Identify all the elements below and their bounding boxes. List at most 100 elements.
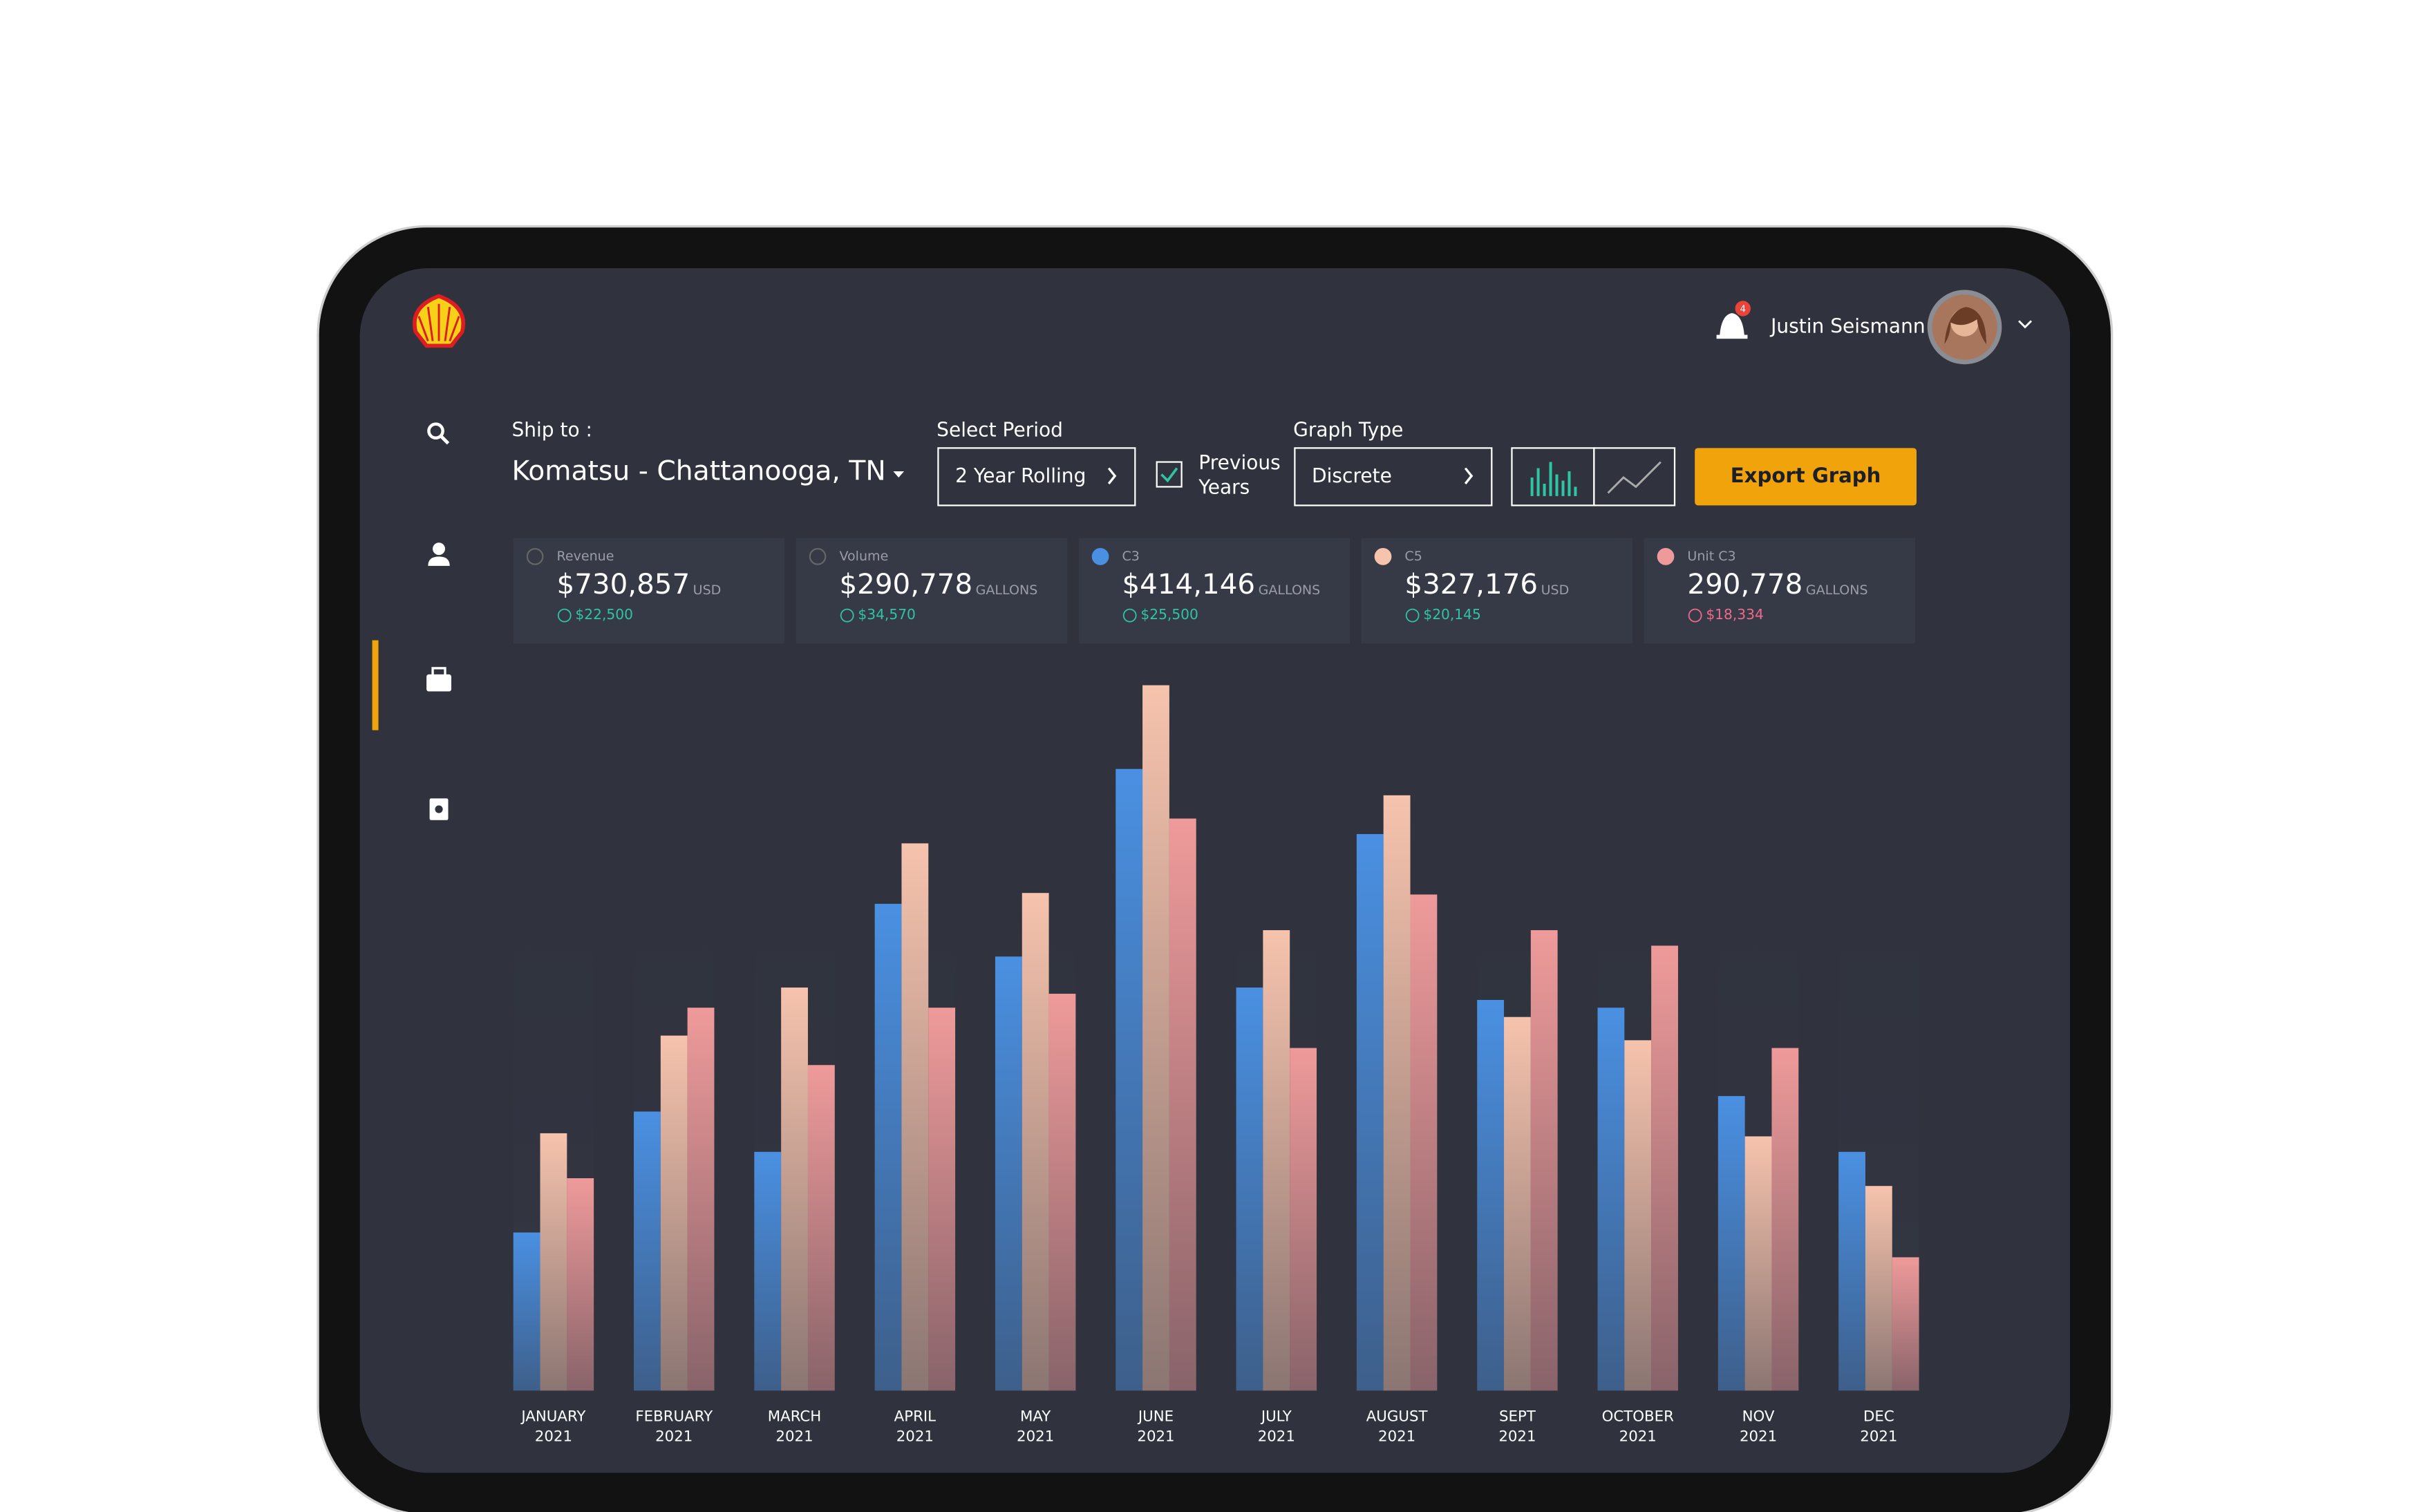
- bar: [540, 1133, 567, 1391]
- bar: [1356, 833, 1384, 1391]
- x-tick-year: 2021: [1137, 1428, 1174, 1446]
- bar: [1142, 685, 1169, 1391]
- x-tick-year: 2021: [1498, 1428, 1536, 1446]
- graph-type-value: Discrete: [1312, 464, 1392, 487]
- card-unit: GALLONS: [1259, 583, 1321, 598]
- bar: [754, 1151, 782, 1391]
- bar: [1717, 1096, 1745, 1391]
- bar: [1892, 1257, 1919, 1391]
- x-tick-label: MARCH: [768, 1408, 822, 1425]
- bar: [1771, 1048, 1799, 1391]
- kpi-card[interactable]: [1361, 538, 1633, 644]
- card-change: $34,570: [858, 606, 915, 623]
- line-view-toggle[interactable]: [1593, 447, 1676, 507]
- user-icon[interactable]: [428, 542, 450, 566]
- card-dot: [1657, 548, 1675, 565]
- period-select[interactable]: 2 Year Rolling: [937, 447, 1136, 507]
- kpi-card[interactable]: [796, 538, 1068, 644]
- card-label: C5: [1404, 549, 1422, 564]
- graph-type-select[interactable]: Discrete: [1294, 447, 1493, 507]
- avatar[interactable]: [1927, 290, 2033, 365]
- x-tick-year: 2021: [1017, 1428, 1054, 1446]
- bar: [874, 903, 902, 1391]
- previous-years-checkbox[interactable]: Previous Years: [1156, 451, 1281, 499]
- x-tick-year: 2021: [1258, 1428, 1295, 1446]
- card-unit: GALLONS: [1806, 583, 1868, 598]
- kpi-card[interactable]: [513, 538, 785, 644]
- card-unit: USD: [1541, 583, 1570, 598]
- bar: [1116, 768, 1143, 1391]
- export-button[interactable]: Export Graph: [1695, 448, 1917, 506]
- graph-type-label: Graph Type: [1293, 419, 1403, 442]
- bar: [1477, 1000, 1505, 1391]
- x-tick-label: DEC: [1863, 1408, 1894, 1425]
- card-change: $25,500: [1140, 606, 1198, 623]
- sidebar: [372, 422, 451, 820]
- x-tick-year: 2021: [896, 1428, 934, 1446]
- x-tick-year: 2021: [655, 1428, 693, 1446]
- notification-bell[interactable]: 4: [1716, 301, 1751, 339]
- x-tick-label: FEBRUARY: [635, 1408, 713, 1425]
- x-tick-year: 2021: [1740, 1428, 1777, 1446]
- bar: [1383, 795, 1411, 1391]
- x-tick-label: JUNE: [1137, 1408, 1174, 1425]
- card-value: 290,778: [1687, 568, 1803, 601]
- card-unit: USD: [693, 583, 722, 598]
- bar: [807, 1065, 835, 1391]
- bar: [1410, 894, 1438, 1391]
- card-dot: [1374, 548, 1392, 565]
- bar: [901, 843, 929, 1391]
- bar: [995, 956, 1022, 1391]
- bar: [928, 1008, 956, 1391]
- card-value: $327,176: [1404, 568, 1538, 601]
- kpi-card[interactable]: [1078, 538, 1350, 644]
- card-dot: [526, 548, 544, 565]
- x-tick-year: 2021: [1860, 1428, 1897, 1446]
- search-icon[interactable]: [427, 422, 450, 445]
- card-change: $20,145: [1423, 606, 1480, 623]
- bar: [1530, 930, 1558, 1391]
- kpi-card[interactable]: [1644, 538, 1916, 644]
- logo: [413, 294, 465, 348]
- trend-icon: [1688, 608, 1702, 623]
- trend-icon: [1405, 608, 1420, 623]
- card-value: $290,778: [839, 568, 972, 601]
- bar: [1744, 1136, 1772, 1391]
- card-label: Volume: [839, 549, 888, 564]
- ship-to-value[interactable]: Komatsu - Chattanooga, TN: [511, 456, 885, 487]
- bar: [567, 1178, 594, 1391]
- x-tick-label: APRIL: [894, 1408, 936, 1425]
- bar: [1236, 987, 1263, 1391]
- report-icon[interactable]: [429, 798, 449, 820]
- period-value: 2 Year Rolling: [955, 464, 1086, 487]
- bar: [1290, 1048, 1317, 1391]
- briefcase-icon[interactable]: [426, 667, 451, 692]
- x-tick-year: 2021: [1378, 1428, 1415, 1446]
- user-name[interactable]: Justin Seismann: [1769, 314, 1926, 337]
- x-tick-label: NOV: [1742, 1408, 1775, 1425]
- bar: [1022, 893, 1049, 1391]
- bar: [1865, 1186, 1892, 1391]
- card-unit: GALLONS: [976, 583, 1038, 598]
- card-label: C3: [1122, 549, 1139, 564]
- x-tick-year: 2021: [535, 1428, 572, 1446]
- bar: [660, 1035, 688, 1391]
- trend-icon: [840, 608, 854, 623]
- x-tick-year: 2021: [775, 1428, 813, 1446]
- x-tick-label: OCTOBER: [1602, 1408, 1674, 1425]
- card-value: $414,146: [1122, 568, 1255, 601]
- x-tick-label: SEPT: [1499, 1408, 1536, 1425]
- bar: [781, 987, 808, 1391]
- export-label: Export Graph: [1731, 464, 1881, 487]
- ship-to-label: Ship to :: [511, 419, 592, 442]
- card-label: Revenue: [557, 549, 614, 564]
- card-value: $730,857: [557, 568, 690, 601]
- dropdown-arrow[interactable]: [893, 471, 905, 478]
- period-label: Select Period: [936, 419, 1063, 442]
- card-change: $22,500: [575, 606, 632, 623]
- card-change: $18,334: [1706, 606, 1763, 623]
- bar: [1624, 1040, 1652, 1391]
- x-tick-label: JULY: [1260, 1408, 1292, 1425]
